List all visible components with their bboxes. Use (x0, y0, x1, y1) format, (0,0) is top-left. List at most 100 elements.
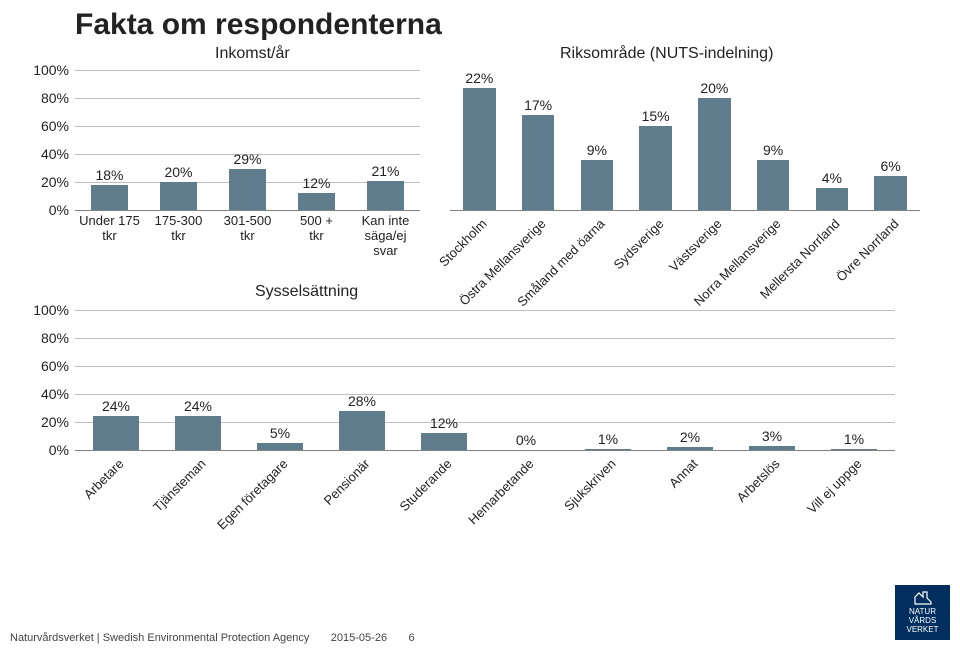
bar-value-label: 24% (102, 398, 130, 414)
bar-slot: 12% (403, 310, 485, 450)
bar (229, 169, 267, 210)
y-tick-label: 60% (41, 118, 75, 134)
bar-slot: 1% (567, 310, 649, 450)
page-title: Fakta om respondenterna (75, 8, 442, 42)
bar-slot: 2% (649, 310, 731, 450)
bar (522, 115, 554, 210)
bar-slot: 22% (450, 70, 509, 210)
bar-slot: 15% (626, 70, 685, 210)
bar-slot: 6% (861, 70, 920, 210)
bar-value-label: 18% (95, 167, 123, 183)
bar (585, 449, 630, 450)
bar (160, 182, 198, 210)
x-axis-label: Arbetslös (734, 456, 783, 505)
bar-value-label: 28% (348, 393, 376, 409)
x-label-slot: Kan intesäga/ejsvar (351, 210, 420, 259)
logo-text-3: VERKET (906, 626, 938, 635)
x-axis-label: Arbetare (81, 456, 127, 502)
bar-slot: 1% (813, 310, 895, 450)
bar-slot: 9% (568, 70, 627, 210)
bar-slot: 0% (485, 310, 567, 450)
bar-slot: 5% (239, 310, 321, 450)
bar-value-label: 2% (680, 429, 700, 445)
bar-slot: 20% (685, 70, 744, 210)
x-axis-label: Kan intesäga/ejsvar (362, 210, 410, 259)
bar (874, 176, 906, 210)
bar (93, 416, 138, 450)
x-axis-label: Hemarbetande (465, 456, 536, 527)
bar (91, 185, 129, 210)
bar-value-label: 9% (587, 142, 607, 158)
x-axis-label: Annat (666, 456, 701, 491)
bar (757, 160, 789, 210)
gridline (75, 450, 895, 451)
bar-value-label: 20% (700, 80, 728, 96)
y-tick-label: 0% (49, 442, 75, 458)
footer: Naturvårdsverket | Swedish Environmental… (10, 632, 415, 644)
bar-slot: 28% (321, 310, 403, 450)
bar-value-label: 9% (763, 142, 783, 158)
bar (831, 449, 876, 450)
bar (698, 98, 730, 210)
chart-employment: 0%20%40%60%80%100% 24%24%5%28%12%0%1%2%3… (75, 310, 895, 450)
bar (581, 160, 613, 210)
bar (667, 447, 712, 450)
x-label-slot: Under 175tkr (75, 210, 144, 259)
bar-slot: 29% (213, 70, 282, 210)
bar (816, 188, 848, 210)
y-tick-label: 40% (41, 386, 75, 402)
subtitle-employment: Sysselsättning (255, 283, 358, 301)
x-axis-label: Övre Norrland (833, 216, 901, 284)
y-tick-label: 0% (49, 202, 75, 218)
bar-value-label: 21% (371, 163, 399, 179)
y-tick-label: 100% (33, 62, 75, 78)
bar (639, 126, 671, 210)
x-axis-label: Under 175tkr (79, 210, 140, 259)
subtitle-region: Riksområde (NUTS-indelning) (560, 45, 773, 63)
bar-slot: 21% (351, 70, 420, 210)
bar-slot: 17% (509, 70, 568, 210)
y-tick-label: 60% (41, 358, 75, 374)
bar-value-label: 0% (516, 432, 536, 448)
bar-value-label: 24% (184, 398, 212, 414)
bar-value-label: 1% (844, 431, 864, 447)
chart-income: 0%20%40%60%80%100% 18%20%29%12%21% Under… (75, 70, 420, 210)
bar-slot: 18% (75, 70, 144, 210)
bar (749, 446, 794, 450)
y-tick-label: 80% (41, 90, 75, 106)
x-axis-label: Pensionär (321, 456, 373, 508)
bar (463, 88, 495, 210)
bar-value-label: 15% (642, 108, 670, 124)
bar (339, 411, 384, 450)
x-axis-label: Tjänsteman (150, 456, 209, 515)
x-axis-label: Vill ej uppge (804, 456, 865, 517)
bar (298, 193, 336, 210)
bar-slot: 9% (744, 70, 803, 210)
x-label-slot: 175-300tkr (144, 210, 213, 259)
y-tick-label: 20% (41, 174, 75, 190)
bar-slot: 24% (75, 310, 157, 450)
x-axis-label: 500 +tkr (300, 210, 333, 259)
bar (367, 181, 405, 210)
bar-value-label: 29% (233, 151, 261, 167)
bar (421, 433, 466, 450)
logo-naturvardsverket: NATUR VÅRDS VERKET (895, 585, 950, 640)
subtitle-income: Inkomst/år (215, 45, 290, 63)
bar-slot: 12% (282, 70, 351, 210)
bar-slot: 4% (803, 70, 862, 210)
bar-slot: 24% (157, 310, 239, 450)
bar (175, 416, 220, 450)
bar-value-label: 12% (430, 415, 458, 431)
footer-date: 2015-05-26 (331, 632, 387, 644)
bar-value-label: 20% (164, 164, 192, 180)
x-axis-label: Studerande (396, 456, 454, 514)
x-axis-label: 175-300tkr (155, 210, 203, 259)
bar-value-label: 6% (881, 158, 901, 174)
y-tick-label: 40% (41, 146, 75, 162)
y-tick-label: 100% (33, 302, 75, 318)
x-axis-label: Sjukskriven (561, 456, 619, 514)
bar-slot: 3% (731, 310, 813, 450)
x-axis-label: Sydsverige (610, 216, 666, 272)
x-label-slot: 301-500tkr (213, 210, 282, 259)
chart-region: 22%17%9%15%20%9%4%6% StockholmÖstra Mell… (450, 70, 920, 210)
